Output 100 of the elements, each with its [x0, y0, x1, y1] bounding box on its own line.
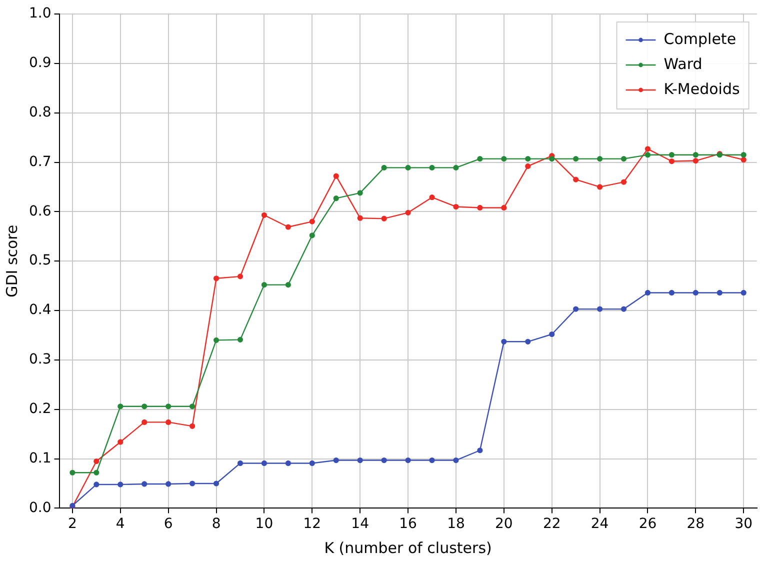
point: [668, 158, 675, 164]
point: [309, 218, 315, 224]
point: [525, 156, 531, 162]
point: [477, 204, 483, 211]
point: [94, 470, 100, 476]
x-tick-label: 14: [351, 516, 370, 532]
point: [213, 337, 220, 343]
point: [644, 152, 651, 158]
point: [190, 480, 196, 486]
point: [477, 448, 483, 454]
point: [285, 460, 291, 466]
x-tick-label: 4: [116, 516, 125, 532]
point: [573, 176, 579, 182]
point: [94, 458, 100, 464]
point: [620, 306, 627, 312]
x-tick-label: 10: [255, 516, 274, 532]
x-tick-label: 26: [638, 516, 657, 532]
point: [118, 404, 124, 410]
point: [118, 482, 124, 488]
point: [166, 404, 172, 410]
point: [261, 282, 268, 288]
point: [740, 152, 746, 158]
point: [596, 306, 603, 312]
point: [237, 274, 244, 280]
point: [142, 419, 148, 426]
point: [429, 164, 435, 170]
point: [190, 404, 196, 410]
x-tick-label: 12: [303, 516, 322, 532]
point: [573, 156, 579, 162]
y-tick-label: 0.1: [29, 450, 52, 466]
point: [644, 146, 651, 152]
y-tick-label: 0.0: [29, 500, 52, 516]
point: [405, 164, 411, 170]
x-tick-label: 8: [212, 516, 221, 532]
x-tick-label: 16: [399, 516, 418, 532]
y-tick-label: 0.8: [29, 104, 52, 120]
point: [525, 163, 531, 170]
x-tick-label: 24: [590, 516, 609, 532]
point: [357, 215, 363, 221]
point: [190, 423, 196, 429]
x-tick-label: 20: [495, 516, 513, 532]
y-tick-label: 0.4: [29, 302, 52, 318]
point: [740, 290, 746, 296]
point: [692, 290, 698, 296]
y-axis-title: GDI score: [2, 224, 21, 298]
point: [118, 439, 124, 445]
x-tick-label: 6: [164, 516, 173, 532]
point: [237, 336, 244, 342]
point: [261, 212, 268, 218]
point: [501, 204, 507, 211]
point: [644, 290, 651, 296]
point: [596, 156, 603, 162]
x-tick-label: 28: [686, 516, 705, 532]
point: [357, 190, 363, 196]
point: [453, 457, 459, 464]
point: [453, 204, 459, 210]
point: [285, 282, 291, 288]
point: [573, 306, 579, 312]
point: [333, 457, 339, 464]
point: [166, 481, 172, 487]
point: [333, 196, 339, 202]
y-tick-label: 0.6: [29, 203, 52, 220]
point: [668, 290, 675, 296]
legend-label: Complete: [664, 30, 736, 48]
point: [309, 232, 315, 238]
point: [333, 173, 339, 179]
point: [525, 338, 531, 344]
point: [549, 156, 555, 162]
point: [596, 184, 603, 190]
y-tick-label: 0.9: [29, 55, 52, 72]
y-tick-label: 0.7: [29, 154, 52, 170]
point: [237, 460, 244, 466]
y-tick-label: 0.5: [29, 252, 52, 269]
point: [429, 457, 435, 464]
point: [501, 338, 507, 344]
point: [668, 152, 675, 158]
point: [692, 152, 698, 158]
point: [501, 156, 507, 162]
point: [381, 164, 387, 170]
y-tick-label: 1.0: [29, 6, 52, 22]
point: [94, 482, 100, 488]
x-tick-label: 2: [68, 516, 77, 532]
point: [740, 156, 746, 163]
point: [405, 210, 411, 216]
y-tick-label: 0.2: [29, 401, 52, 417]
point: [261, 460, 268, 466]
point: [620, 179, 627, 185]
point: [716, 290, 722, 296]
point: [453, 164, 459, 170]
point: [285, 224, 291, 230]
point: [381, 457, 387, 464]
legend-label: Ward: [664, 54, 702, 73]
point: [381, 216, 387, 222]
point: [70, 470, 76, 476]
point: [309, 460, 315, 466]
point: [429, 194, 435, 200]
x-tick-label: 18: [447, 516, 465, 532]
point: [692, 158, 698, 164]
point: [213, 276, 220, 282]
point: [549, 331, 555, 338]
